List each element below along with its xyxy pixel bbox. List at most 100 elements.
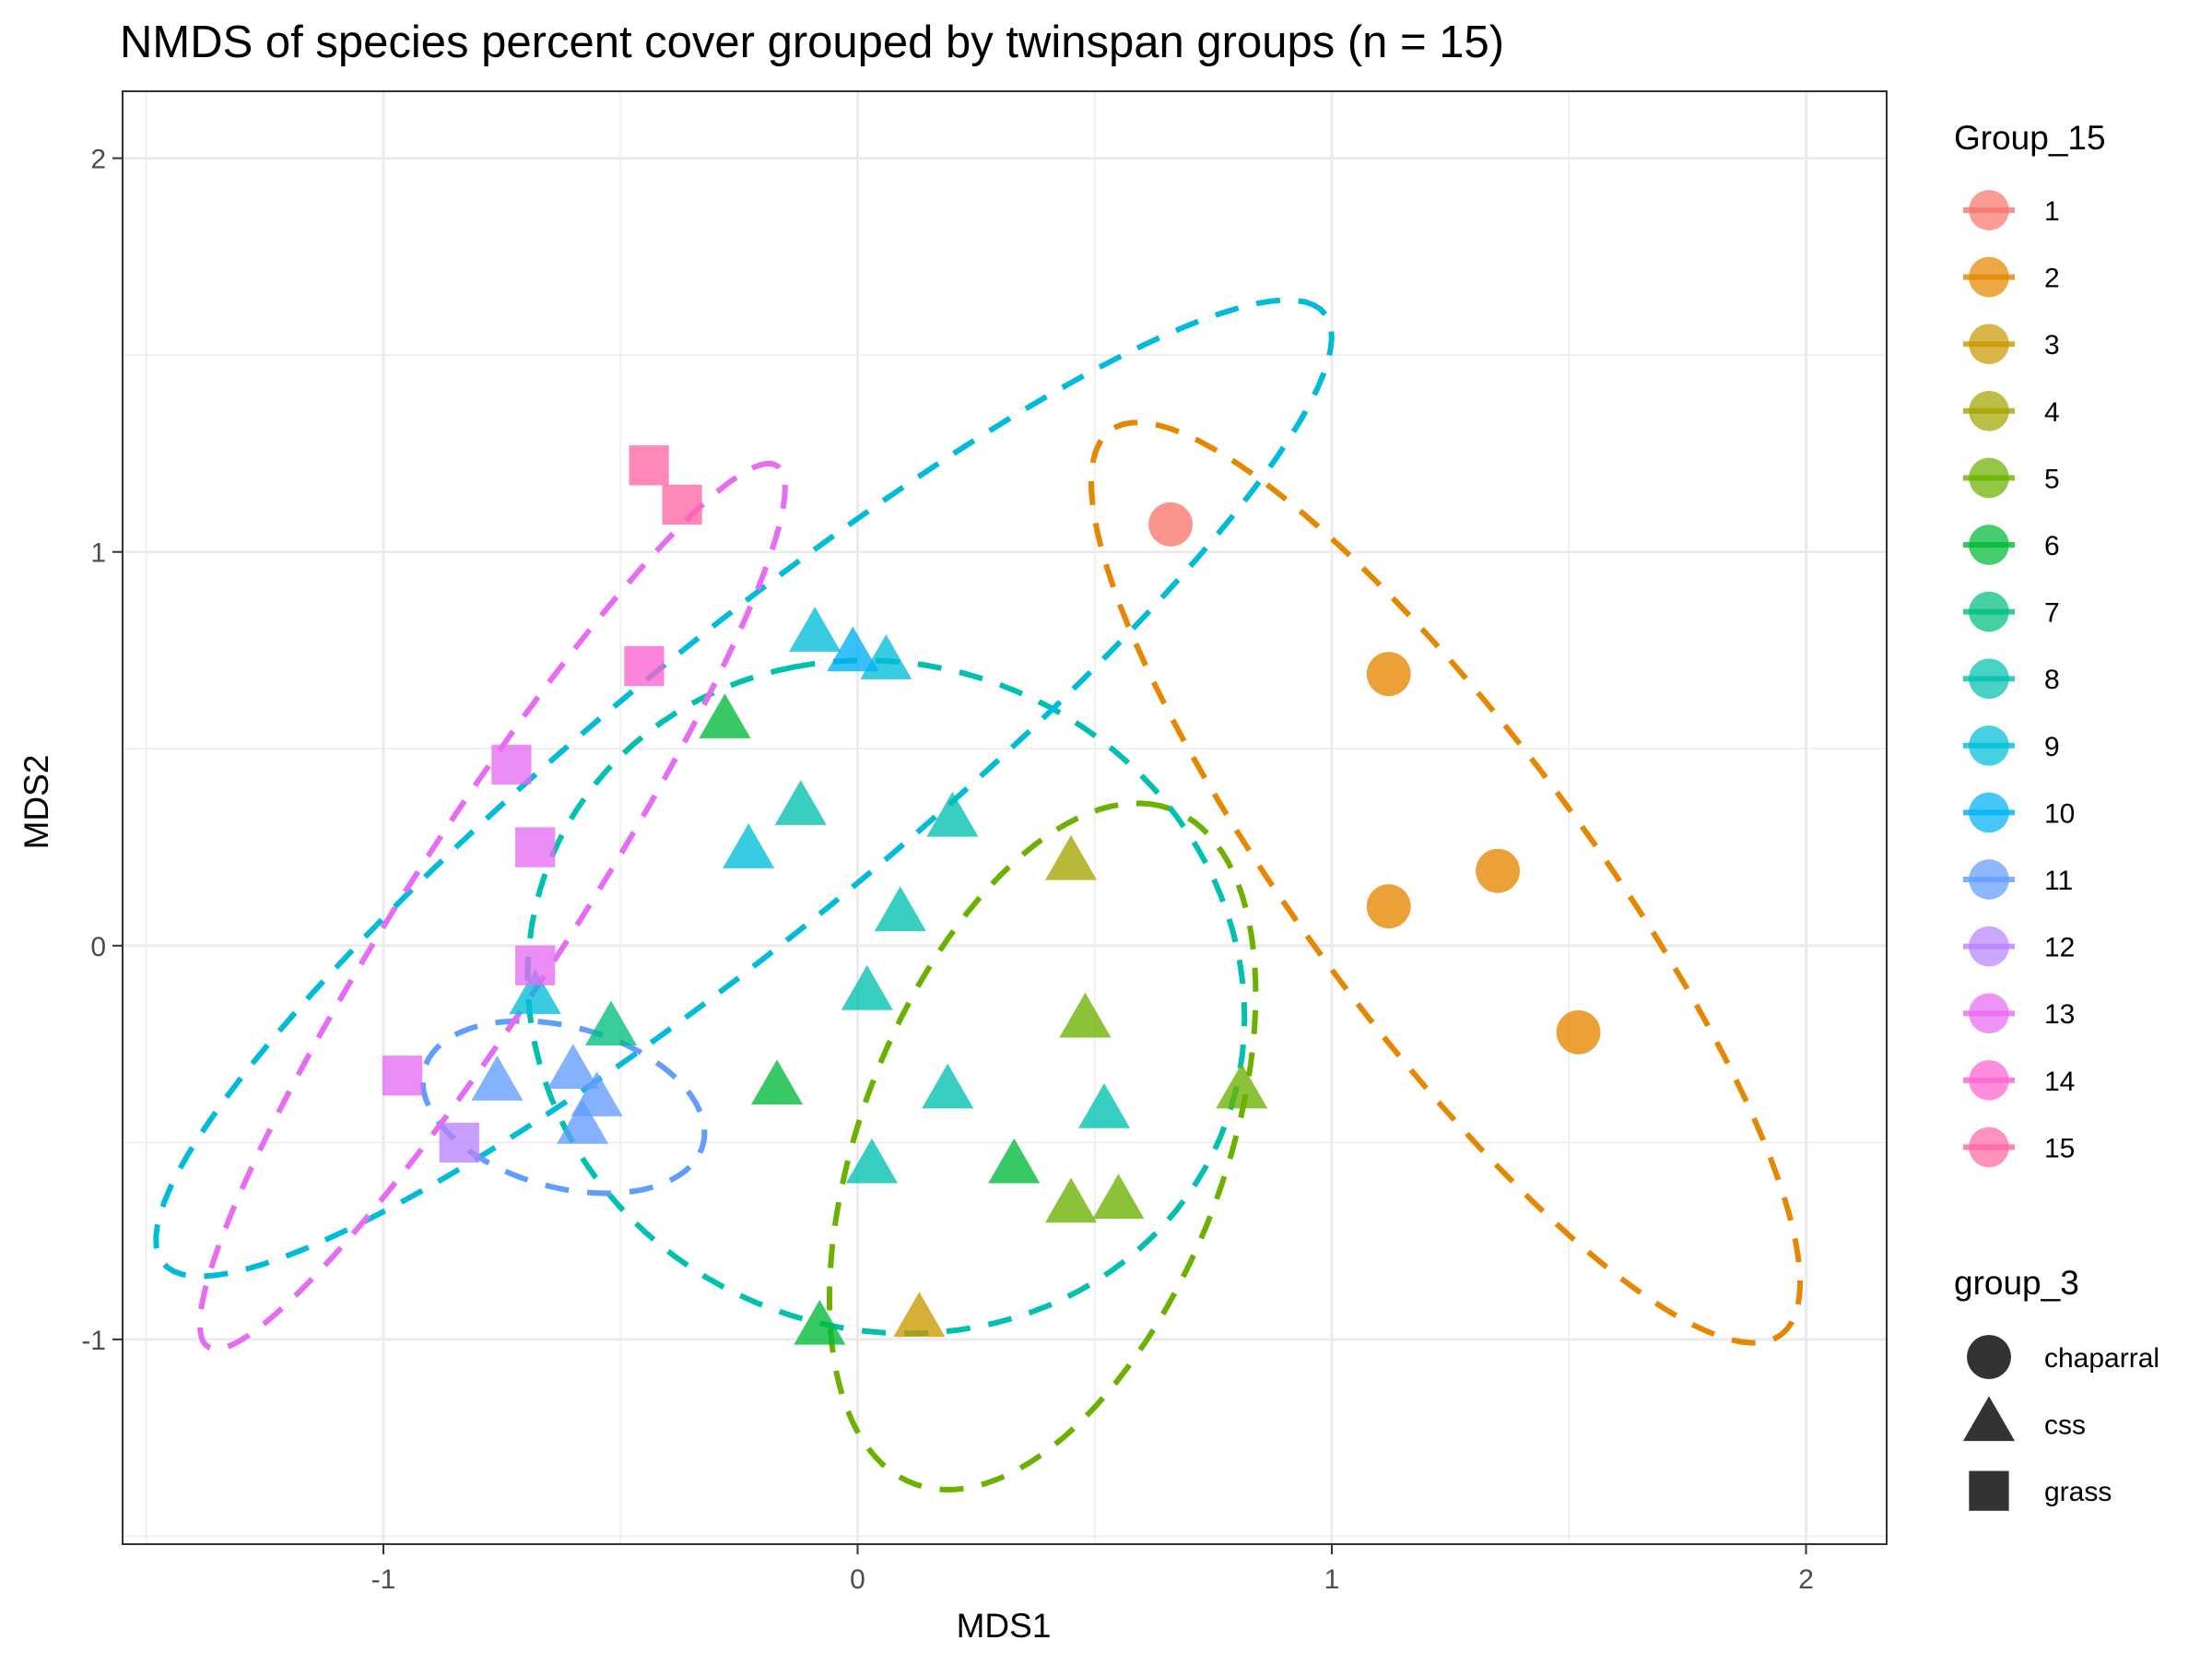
- legend-shape-label: chaparral: [2044, 1343, 2159, 1374]
- legend-color-key: [1969, 1127, 2009, 1168]
- y-axis-title: MDS2: [18, 755, 55, 850]
- x-axis-title: MDS1: [957, 1607, 1052, 1645]
- point-group-5-triangle: [1092, 1174, 1145, 1219]
- point-group-8-triangle: [1077, 1082, 1131, 1128]
- point-group-2-circle: [1366, 652, 1411, 697]
- ellipse-group-8: [524, 657, 1248, 1337]
- legend-color-key: [1969, 1059, 2009, 1101]
- legend-color-item: 10: [1963, 792, 2075, 833]
- legend-color-item: 15: [1963, 1127, 2075, 1168]
- legend-color-label: 9: [2044, 732, 2060, 762]
- x-tick-label: -1: [371, 1564, 396, 1595]
- legend-color-item: 11: [1963, 859, 2073, 900]
- ellipse-group-13: [196, 460, 788, 1352]
- point-group-8-triangle: [845, 1138, 898, 1184]
- point-group-8-triangle: [874, 886, 926, 932]
- legend-color-item: 2: [1963, 256, 2060, 298]
- point-group-11-triangle: [557, 1099, 609, 1144]
- legend-color-title: Group_15: [1954, 119, 2106, 157]
- legend-color-label: 5: [2044, 464, 2060, 494]
- legend-color-key: [1969, 324, 2009, 365]
- y-tick-label: 2: [90, 145, 106, 175]
- legend-color-label: 15: [2044, 1133, 2075, 1163]
- point-group-5-triangle: [1059, 992, 1112, 1038]
- legend-color-item: 8: [1963, 658, 2060, 700]
- y-tick-label: 1: [90, 538, 106, 569]
- legend-color-key: [1969, 725, 2009, 766]
- point-group-1-circle: [1148, 502, 1194, 547]
- legend-color-key: [1969, 926, 2009, 967]
- point-group-15-square: [629, 445, 669, 486]
- legend-color-key: [1969, 525, 2009, 565]
- point-group-13-square: [382, 1056, 423, 1096]
- point-group-6-triangle: [699, 693, 751, 738]
- legend-color-label: 1: [2044, 196, 2060, 227]
- point-group-14-square: [624, 645, 665, 687]
- legend-color-key: [1969, 993, 2009, 1034]
- y-tick-label: -1: [81, 1326, 106, 1356]
- legend-color-key: [1969, 457, 2009, 499]
- y-tick-label: 0: [90, 932, 106, 962]
- point-group-8-triangle: [926, 791, 979, 837]
- legend-color-item: 7: [1963, 591, 2060, 632]
- point-group-9-triangle: [789, 607, 841, 652]
- ellipse-group-5: [826, 800, 1259, 1493]
- ellipse-group-9: [153, 297, 1335, 1280]
- chart-title: NMDS of species percent cover grouped by…: [120, 18, 1504, 67]
- legend-color-key: [1969, 390, 2009, 431]
- legend-shape-label: grass: [2044, 1477, 2112, 1507]
- legend-shape-key: [1967, 1335, 2011, 1379]
- point-group-3-triangle: [893, 1292, 946, 1338]
- point-group-6-triangle: [750, 1059, 804, 1105]
- legend-color-label: 3: [2044, 330, 2060, 360]
- x-tick-label: 0: [850, 1564, 865, 1595]
- legend-color-key: [1969, 792, 2009, 833]
- point-group-10-triangle: [827, 626, 879, 672]
- legend-color-item: 6: [1963, 525, 2060, 565]
- point-group-9-triangle: [723, 823, 775, 868]
- point-group-8-triangle: [774, 780, 827, 825]
- legend-color-item: 5: [1963, 457, 2060, 499]
- legend-color-label: 2: [2044, 264, 2060, 294]
- point-group-2-circle: [1366, 884, 1411, 929]
- point-group-8-triangle: [841, 964, 893, 1010]
- legend-color-item: 9: [1963, 725, 2060, 766]
- point-group-13-square: [515, 827, 556, 867]
- point-group-12-square: [439, 1122, 479, 1162]
- legend-shape-key: [1969, 1470, 2009, 1511]
- point-group-8-triangle: [922, 1063, 974, 1109]
- legend-color-item: 1: [1963, 190, 2060, 230]
- plot-panel-border: [122, 90, 1888, 1545]
- axis-layer: -1 0 1 2 -1 0 1 2: [81, 145, 1814, 1595]
- point-group-6-triangle: [794, 1299, 846, 1345]
- legend-color-label: 10: [2044, 798, 2075, 829]
- legend-color-key: [1969, 591, 2009, 632]
- point-group-11-triangle: [471, 1056, 524, 1101]
- point-group-13-square: [491, 744, 532, 785]
- legend-color-label: 6: [2044, 531, 2060, 561]
- legend-color-key: [1969, 190, 2009, 230]
- legend-color-item: 13: [1963, 993, 2075, 1034]
- point-group-6-triangle: [988, 1138, 1041, 1184]
- x-tick-label: 1: [1324, 1564, 1340, 1595]
- point-group-4-triangle: [1044, 834, 1098, 880]
- point-group-5-triangle: [1044, 1177, 1098, 1223]
- x-tick-label: 2: [1798, 1564, 1814, 1595]
- legend-color-label: 8: [2044, 665, 2060, 695]
- point-group-2-circle: [1476, 848, 1521, 893]
- point-group-5-triangle: [1216, 1063, 1268, 1109]
- legend-shape-title: group_3: [1954, 1264, 2079, 1302]
- point-group-15-square: [662, 484, 702, 525]
- point-group-2-circle: [1556, 1009, 1601, 1055]
- point-layer: [382, 445, 1601, 1345]
- ellipse-group-2: [1088, 419, 1804, 1346]
- legend-color-label: 14: [2044, 1067, 2075, 1097]
- ellipse-layer: [153, 297, 1804, 1493]
- legend-color-key: [1969, 658, 2009, 700]
- point-group-9-triangle: [509, 969, 561, 1014]
- legend-color-label: 12: [2044, 933, 2075, 963]
- legend-shape-label: css: [2044, 1410, 2086, 1441]
- legend-color-key: [1969, 256, 2009, 298]
